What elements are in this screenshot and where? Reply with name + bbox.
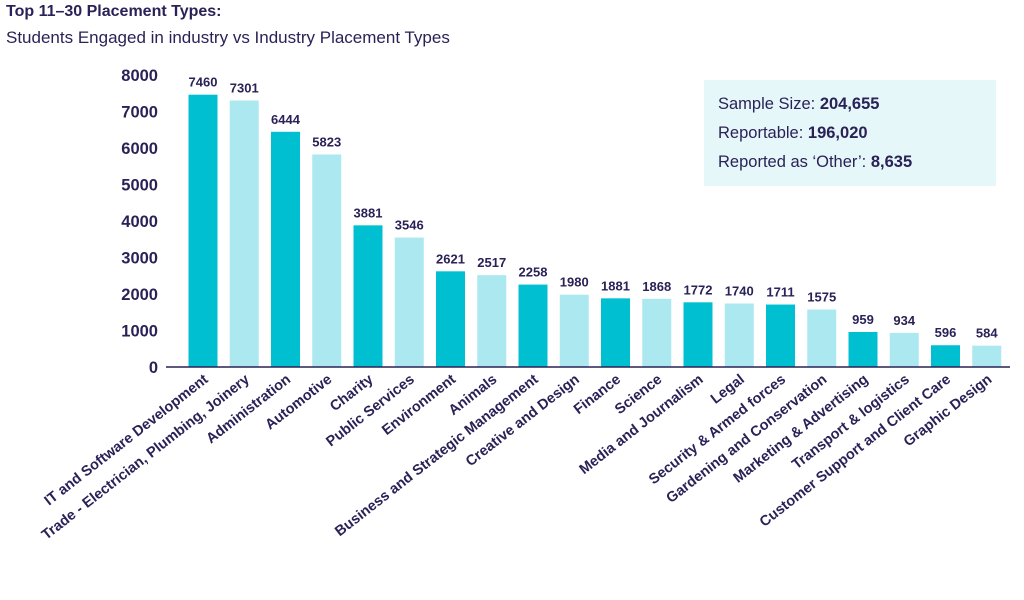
bar xyxy=(683,302,713,367)
bar xyxy=(353,225,383,367)
bar xyxy=(394,237,424,367)
bar xyxy=(724,303,754,367)
data-label: 934 xyxy=(893,313,915,328)
bar xyxy=(518,284,548,367)
stat-value: 204,655 xyxy=(819,95,880,113)
x-tick-label: Trade - Electrician, Plumbing, Joinery xyxy=(39,372,253,544)
data-label: 3546 xyxy=(395,218,424,233)
stat-value: 196,020 xyxy=(807,124,868,142)
bar xyxy=(436,271,465,367)
data-label: 1881 xyxy=(601,278,630,293)
y-tick-label: 5000 xyxy=(121,177,158,195)
stat-reportable: Reportable: 196,020 xyxy=(718,119,982,148)
bar xyxy=(477,275,507,367)
data-label: 1575 xyxy=(807,290,836,305)
data-label: 6444 xyxy=(271,112,301,127)
bar xyxy=(559,294,589,367)
y-tick-label: 8000 xyxy=(121,67,158,85)
data-label: 1980 xyxy=(560,275,589,290)
y-tick-label: 6000 xyxy=(121,140,158,158)
data-label: 2621 xyxy=(436,251,465,266)
bar xyxy=(972,345,1002,367)
stat-label: Reportable: xyxy=(718,124,804,142)
chart-subtitle: Students Engaged in industry vs Industry… xyxy=(6,28,450,47)
bar xyxy=(889,332,919,367)
data-label: 2517 xyxy=(477,255,506,270)
y-tick-label: 1000 xyxy=(121,323,158,341)
chart-title: Top 11–30 Placement Types: xyxy=(6,3,222,20)
data-label: 5823 xyxy=(312,134,341,149)
data-label: 596 xyxy=(935,325,957,340)
y-tick-label: 2000 xyxy=(121,286,158,304)
x-tick-label: IT and Software Development xyxy=(42,371,212,509)
data-label: 1740 xyxy=(725,283,754,298)
data-label: 7301 xyxy=(230,81,259,96)
bar xyxy=(807,309,837,367)
bar xyxy=(931,345,960,367)
bar xyxy=(642,298,672,367)
bar xyxy=(766,304,795,367)
stat-label: Reported as ‘Other’: xyxy=(718,153,867,171)
bar xyxy=(229,100,259,368)
stat-reported-other: Reported as ‘Other’: 8,635 xyxy=(718,148,982,177)
bar xyxy=(188,94,218,368)
bar xyxy=(271,131,300,367)
sample-stats-box: Sample Size: 204,655 Reportable: 196,020… xyxy=(704,80,996,186)
stat-label: Sample Size: xyxy=(718,95,816,113)
bar xyxy=(312,154,342,367)
stat-value: 8,635 xyxy=(870,153,913,171)
data-label: 7460 xyxy=(189,75,218,90)
data-label: 959 xyxy=(852,312,874,327)
data-label: 1711 xyxy=(766,285,794,300)
stat-sample-size: Sample Size: 204,655 xyxy=(718,90,982,119)
data-label: 2258 xyxy=(519,265,548,280)
y-tick-label: 3000 xyxy=(121,250,158,268)
bar xyxy=(848,331,878,367)
data-label: 584 xyxy=(976,326,998,341)
y-tick-label: 0 xyxy=(149,359,158,377)
bar xyxy=(601,298,630,367)
data-label: 3881 xyxy=(354,205,383,220)
data-label: 1772 xyxy=(684,282,713,297)
y-tick-label: 7000 xyxy=(121,104,158,122)
y-tick-label: 4000 xyxy=(121,213,158,231)
data-label: 1868 xyxy=(642,279,671,294)
